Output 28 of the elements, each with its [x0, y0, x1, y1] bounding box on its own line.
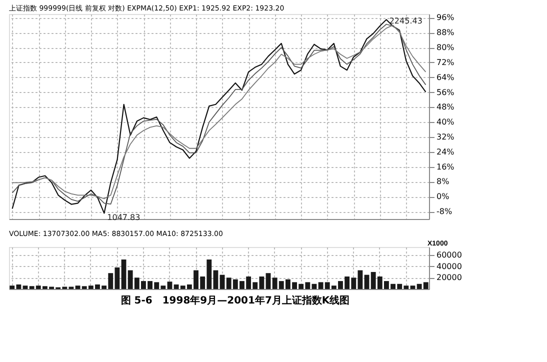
y-tick-label: 20000 [436, 273, 462, 282]
annotation: 2245.43 [389, 16, 422, 26]
bar [167, 282, 172, 289]
caption: 图 5-6 1998年9月—2001年7月上证指数K线图 [120, 294, 350, 306]
annotation: 1047.83 [107, 213, 140, 222]
y-tick-label: 64% [436, 72, 455, 82]
y-tick-label: 96% [436, 13, 455, 22]
y-tick-label: 48% [436, 102, 455, 112]
bar [220, 274, 225, 289]
y-tick-label: 72% [436, 58, 455, 67]
bar [213, 270, 218, 289]
y-tick-label: 24% [436, 147, 455, 156]
bar [121, 259, 126, 289]
y-tick-label: 60000 [436, 250, 462, 260]
y-tick-label: 88% [436, 28, 455, 38]
y-tick-label: 8% [436, 177, 450, 186]
bar [266, 273, 271, 289]
y-tick-label: -8% [436, 207, 452, 216]
y-tick-label: 56% [436, 88, 455, 97]
y-tick-label: 0% [436, 192, 450, 202]
y-tick-label: 16% [436, 162, 455, 172]
bar [410, 286, 416, 289]
y-tick-label: 40% [436, 118, 455, 127]
y-tick-label: 40000 [436, 262, 462, 271]
y-tick-label: 32% [436, 132, 455, 142]
bar [364, 274, 370, 289]
bar [22, 286, 28, 289]
y-tick-label: 80% [436, 43, 455, 52]
